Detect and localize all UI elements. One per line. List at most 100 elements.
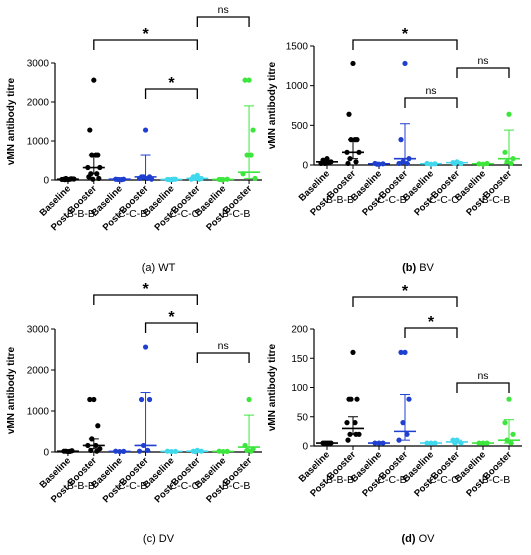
data-point — [121, 448, 127, 454]
data-point — [242, 77, 248, 83]
group-label: C-C-B — [118, 208, 147, 220]
data-point — [354, 396, 360, 402]
data-point — [63, 448, 69, 454]
data-point — [502, 420, 508, 426]
data-point — [248, 448, 254, 454]
data-point — [224, 176, 230, 182]
data-point — [347, 156, 353, 162]
y-tick-label: 0 — [302, 161, 308, 172]
group-label: B-B-B — [67, 480, 95, 492]
group-label: C-C-C — [170, 480, 200, 492]
data-point — [246, 396, 252, 403]
data-point — [216, 448, 222, 454]
data-point — [504, 437, 510, 443]
data-point — [348, 396, 354, 402]
panel-caption-letter: (c) — [143, 533, 159, 545]
y-tick-label: 1000 — [27, 407, 50, 418]
data-point — [67, 448, 73, 454]
data-point — [424, 440, 430, 446]
data-point — [250, 127, 256, 133]
data-point — [452, 160, 458, 167]
y-axis-title: vMN antibody titre — [267, 343, 278, 431]
panel-caption: (b) BV — [402, 262, 434, 274]
data-point — [350, 349, 356, 355]
data-point — [140, 174, 147, 180]
significance-label: * — [168, 75, 175, 92]
data-point — [142, 127, 149, 133]
y-axis-title: vMN antibody titre — [6, 77, 17, 165]
data-point — [510, 431, 516, 437]
panel-caption-text: BV — [419, 262, 434, 274]
data-point — [380, 161, 386, 167]
data-point — [396, 437, 402, 443]
y-tick-label: 500 — [291, 121, 308, 132]
data-point — [346, 111, 352, 117]
data-point — [192, 175, 198, 182]
significance-bracket — [404, 97, 458, 108]
data-point — [146, 396, 153, 403]
group-label: C-C-C — [170, 208, 200, 220]
data-point — [458, 440, 464, 446]
data-point — [136, 175, 143, 182]
data-point — [506, 396, 512, 402]
significance-bracket — [144, 88, 198, 99]
significance-label: * — [142, 281, 149, 298]
data-point — [374, 161, 380, 167]
significance-label: ns — [425, 85, 436, 97]
y-tick-label: 0 — [302, 442, 308, 453]
data-point — [85, 442, 91, 449]
data-point — [220, 448, 226, 455]
data-point — [502, 149, 508, 155]
data-point — [326, 440, 332, 446]
significance-label: * — [168, 309, 175, 326]
group-label: B-B-B — [326, 474, 354, 486]
data-point — [322, 160, 328, 167]
data-point — [86, 174, 92, 180]
significance-bracket — [196, 16, 250, 27]
group-label: B-B-B — [67, 208, 95, 220]
significance-label: * — [402, 283, 409, 300]
panel-caption-letter: (d) — [401, 533, 418, 545]
data-point — [352, 420, 358, 426]
data-point — [424, 160, 430, 167]
data-point — [188, 176, 194, 182]
significance-bracket — [196, 352, 250, 363]
y-axis-title: vMN antibody titre — [267, 61, 278, 149]
data-point — [506, 111, 512, 117]
data-point — [246, 77, 252, 83]
y-tick-label: 50 — [297, 412, 309, 423]
data-point — [344, 420, 350, 426]
data-point — [248, 152, 254, 158]
group-label: B-B-B — [326, 194, 354, 206]
data-point — [398, 349, 404, 355]
group-label: C-C-B — [377, 474, 406, 486]
data-point — [168, 448, 175, 455]
data-point — [88, 447, 94, 453]
significance-bracket — [456, 382, 510, 393]
data-point — [406, 396, 412, 402]
data-point — [89, 152, 95, 158]
data-point — [484, 440, 490, 446]
y-tick-label: 2000 — [27, 98, 50, 109]
y-tick-label: 2000 — [27, 366, 50, 377]
significance-label: ns — [477, 370, 488, 382]
data-point — [322, 440, 328, 446]
data-point — [380, 440, 386, 446]
significance-label: ns — [477, 55, 488, 67]
group-label: B-C-B — [482, 194, 511, 206]
data-point — [117, 448, 123, 455]
data-point — [148, 176, 155, 182]
group-label: B-C-B — [222, 208, 251, 220]
data-point — [428, 161, 434, 167]
data-point — [318, 160, 324, 167]
data-point — [244, 447, 250, 453]
data-point — [324, 156, 330, 162]
data-point — [396, 160, 402, 167]
panel-caption-text: DV — [159, 533, 175, 545]
data-point — [348, 137, 354, 143]
data-point — [95, 423, 101, 429]
group-label: C-C-C — [429, 194, 459, 206]
